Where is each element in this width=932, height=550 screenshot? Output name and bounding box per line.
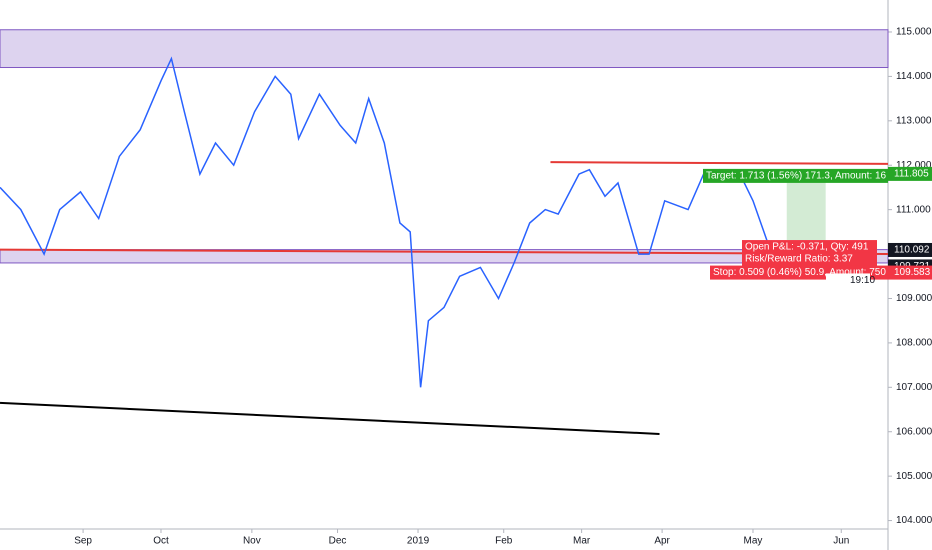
y-tick-label: 107.000: [896, 382, 932, 393]
x-tick-label: Oct: [153, 536, 169, 547]
price-label: 109.583: [894, 267, 931, 278]
y-tick-label: 112.000: [896, 160, 932, 171]
rr-label: Risk/Reward Ratio: 3.37: [745, 254, 853, 265]
target-label-bg: [703, 168, 888, 183]
x-tick-label: Mar: [573, 536, 591, 547]
x-tick-label: Jun: [833, 536, 849, 547]
rr-label-bg: [742, 252, 877, 267]
trend-line: [550, 161, 889, 165]
stop-label: Stop: 0.509 (0.46%) 50.9, Amount: 750: [713, 267, 886, 278]
price-label: 110.092: [894, 245, 930, 256]
x-tick-label: 2019: [407, 536, 430, 547]
x-tick-label: Feb: [495, 536, 513, 547]
price-label-bg: [888, 242, 932, 257]
price-label-bg: [888, 265, 932, 280]
y-tick-label: 111.000: [896, 204, 931, 215]
countdown: 19:10: [850, 275, 875, 286]
countdown-bg: [826, 273, 870, 287]
x-tick-label: Sep: [74, 536, 92, 547]
target-label: Target: 1.713 (1.56%) 171.3, Amount: 16: [706, 171, 887, 182]
x-tick-label: Dec: [329, 536, 347, 547]
x-tick-label: Apr: [654, 536, 670, 547]
x-tick-label: May: [744, 536, 763, 547]
y-tick-label: 105.000: [896, 471, 932, 482]
y-tick-label: 104.000: [896, 515, 932, 526]
price-label: 111.805: [894, 169, 929, 180]
pnl-label-bg: [742, 240, 877, 255]
y-tick-label: 113.000: [896, 115, 932, 126]
y-tick-label: 115.000: [896, 27, 932, 38]
trend-line: [0, 248, 889, 256]
trend-line: [0, 401, 660, 435]
price-line: [0, 56, 780, 388]
price-label-bg: [888, 166, 932, 181]
pnl-label: Open P&L: -0.371, Qty: 491: [745, 242, 869, 253]
y-tick-label: 114.000: [896, 71, 932, 82]
x-tick-label: Nov: [243, 536, 261, 547]
y-tick-label: 106.000: [896, 426, 932, 437]
zone: [0, 29, 889, 69]
y-tick-label: 108.000: [896, 338, 932, 349]
y-tick-label: 109.000: [896, 293, 932, 304]
